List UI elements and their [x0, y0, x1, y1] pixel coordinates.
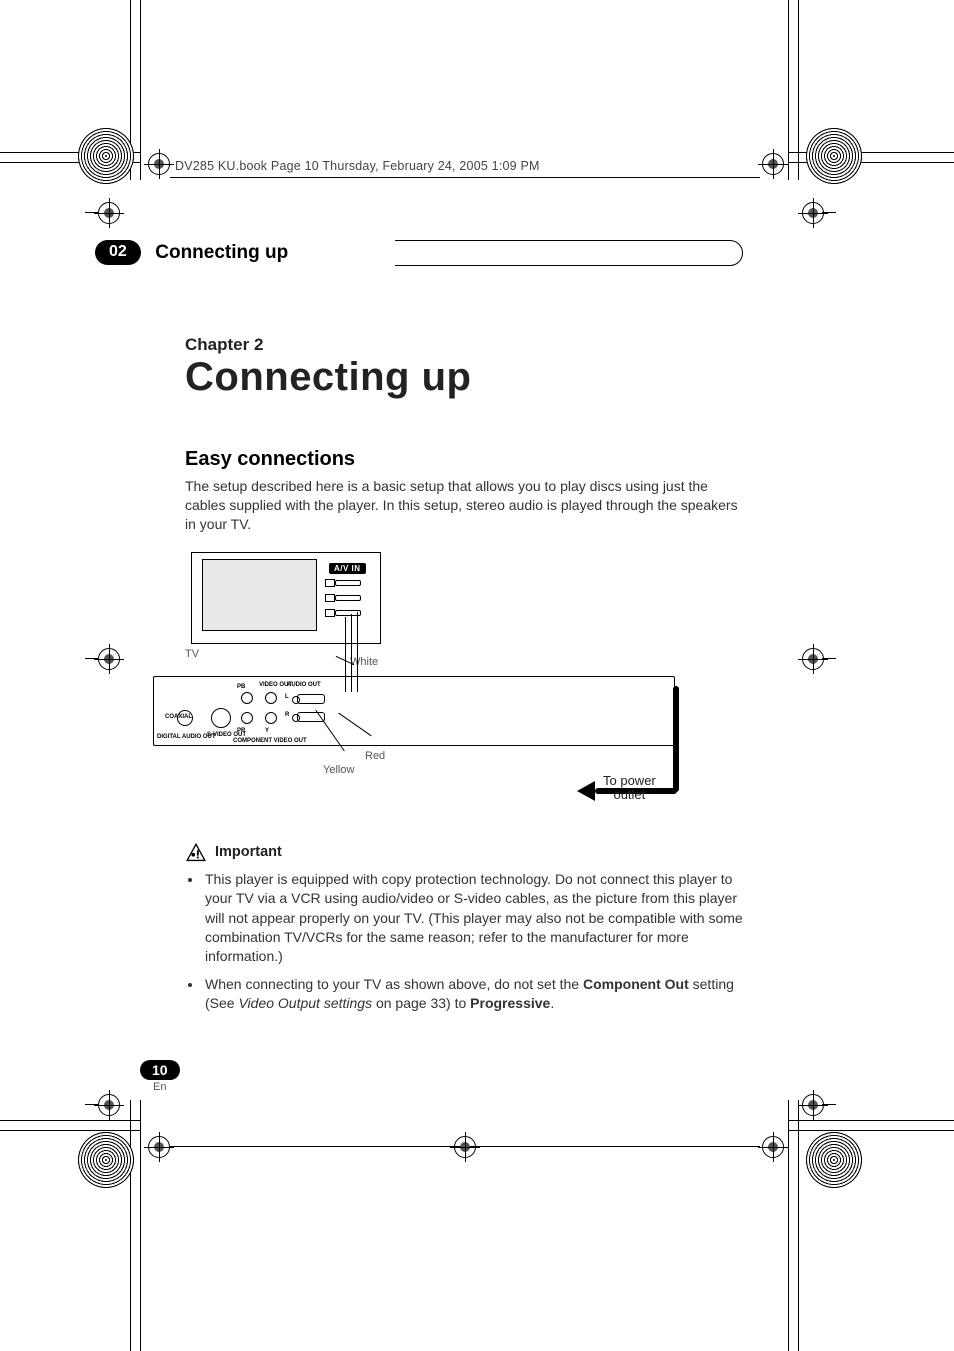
power-text-line1: To power [603, 773, 656, 788]
crop-line [140, 0, 141, 180]
power-text-line2: outlet [613, 787, 645, 802]
main-content: Chapter 2 Connecting up Easy connections… [185, 335, 745, 842]
crop-line [140, 1100, 141, 1351]
important-block: Important This player is equipped with c… [185, 842, 751, 1021]
tv-label: TV [185, 648, 199, 660]
important-bullet-2-bold1: Component Out [583, 976, 689, 992]
l-label: L [285, 694, 289, 700]
section-number-pill: 02 [95, 240, 141, 265]
warning-icon [185, 842, 207, 862]
audio-out-label: AUDIO OUT [287, 682, 321, 688]
important-bullet-1: This player is equipped with copy protec… [203, 870, 751, 967]
avin-badge: A/V IN [329, 563, 366, 574]
chapter-label: Chapter 2 [185, 335, 745, 355]
y-label: Y [265, 728, 269, 734]
crop-line [0, 1130, 140, 1131]
registration-target-icon [98, 648, 120, 670]
avin-jack [325, 576, 365, 588]
page-language: En [140, 1081, 180, 1093]
important-bullets: This player is equipped with copy protec… [185, 870, 751, 1013]
red-cable-label: Red [365, 750, 385, 762]
registration-target-icon [802, 648, 824, 670]
registration-target-icon [454, 1136, 476, 1158]
important-heading-row: Important [185, 842, 751, 862]
important-heading: Important [215, 844, 282, 860]
registration-target-icon [802, 1094, 824, 1116]
pr-port-icon [241, 712, 253, 724]
pr-label: PR [237, 728, 245, 734]
svideo-port-icon [211, 708, 231, 728]
important-bullet-2-bold2: Progressive [470, 995, 550, 1011]
important-bullet-2-end: . [550, 995, 554, 1011]
book-page-info: DV285 KU.book Page 10 Thursday, February… [175, 159, 540, 173]
registration-target-icon [148, 153, 170, 175]
registration-mark-icon [806, 128, 862, 184]
registration-target-icon [98, 202, 120, 224]
registration-target-icon [762, 1136, 784, 1158]
registration-target-icon [148, 1136, 170, 1158]
important-bullet-2-pre: When connecting to your TV as shown abov… [205, 976, 583, 992]
crop-line [798, 0, 799, 180]
power-outlet-label: To power outlet [603, 774, 656, 803]
important-bullet-2-mid2: on page 33) to [372, 995, 470, 1011]
crop-line [170, 177, 760, 178]
r-label: R [285, 712, 289, 718]
crop-line [798, 1100, 799, 1351]
pb-label: PB [237, 684, 245, 690]
registration-target-icon [802, 202, 824, 224]
easy-connections-paragraph: The setup described here is a basic setu… [185, 477, 745, 534]
page-footer: 10 En [140, 1060, 180, 1093]
avin-jack [325, 591, 365, 603]
registration-target-icon [98, 1094, 120, 1116]
page-number-pill: 10 [140, 1060, 180, 1080]
crop-line [788, 1120, 954, 1121]
tv-screen [202, 559, 317, 631]
power-arrow-icon [577, 781, 595, 801]
chapter-title: Connecting up [185, 355, 745, 400]
pb-port-icon [241, 692, 253, 704]
crop-line [788, 0, 789, 180]
crop-line [788, 1130, 954, 1131]
crop-line [788, 1100, 789, 1351]
registration-mark-icon [806, 1132, 862, 1188]
crop-line [130, 1100, 131, 1351]
white-cable-label: White [350, 656, 378, 668]
video-out-port-icon [265, 692, 277, 704]
section-title: Connecting up [155, 242, 288, 264]
coaxial-label: COAXIAL [165, 714, 192, 720]
y-port-icon [265, 712, 277, 724]
crop-line [0, 1120, 140, 1121]
power-cable [673, 686, 679, 792]
important-bullet-2-italic: Video Output settings [238, 995, 372, 1011]
important-bullet-1-text: This player is equipped with copy protec… [205, 871, 743, 964]
important-bullet-2: When connecting to your TV as shown abov… [203, 975, 751, 1014]
component-video-out-label: COMPONENT VIDEO OUT [233, 738, 307, 744]
section-header: 02 Connecting up [95, 240, 739, 265]
registration-mark-icon [78, 128, 134, 184]
yellow-cable-label: Yellow [323, 764, 354, 776]
registration-target-icon [762, 153, 784, 175]
audio-l-rca-icon [297, 694, 325, 704]
avin-jacks [325, 576, 365, 621]
registration-mark-icon [78, 1132, 134, 1188]
easy-connections-heading: Easy connections [185, 448, 745, 471]
connection-diagram: TV A/V IN White COAXIAL DIGITAL AUDIO OU… [185, 552, 745, 842]
